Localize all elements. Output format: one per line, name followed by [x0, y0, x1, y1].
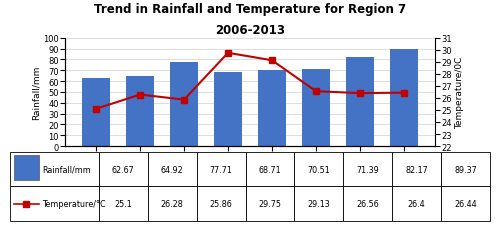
Text: 26.28: 26.28	[161, 199, 184, 208]
Text: 77.71: 77.71	[210, 165, 233, 174]
FancyBboxPatch shape	[246, 187, 294, 221]
Text: 29.75: 29.75	[258, 199, 281, 208]
FancyBboxPatch shape	[344, 187, 392, 221]
Text: Trend in Rainfall and Temperature for Region 7: Trend in Rainfall and Temperature for Re…	[94, 3, 406, 16]
Text: 70.51: 70.51	[308, 165, 330, 174]
FancyBboxPatch shape	[294, 152, 344, 187]
Text: Rainfall/mm: Rainfall/mm	[42, 165, 92, 174]
FancyBboxPatch shape	[148, 152, 196, 187]
Bar	[126, 76, 154, 146]
FancyBboxPatch shape	[392, 187, 441, 221]
FancyBboxPatch shape	[246, 152, 294, 187]
Bar	[258, 70, 286, 146]
Text: 82.17: 82.17	[406, 165, 428, 174]
Text: 71.39: 71.39	[356, 165, 379, 174]
FancyBboxPatch shape	[14, 155, 38, 180]
FancyBboxPatch shape	[441, 187, 490, 221]
FancyBboxPatch shape	[196, 152, 246, 187]
Text: 25.1: 25.1	[114, 199, 132, 208]
Text: 25.86: 25.86	[210, 199, 233, 208]
Bar	[302, 69, 330, 146]
Text: 2006-2013: 2006-2013	[215, 24, 285, 37]
Text: 89.37: 89.37	[454, 165, 477, 174]
Text: 64.92: 64.92	[161, 165, 184, 174]
FancyBboxPatch shape	[392, 152, 441, 187]
Text: 29.13: 29.13	[308, 199, 330, 208]
Text: 26.44: 26.44	[454, 199, 477, 208]
Bar	[214, 72, 242, 146]
Bar	[346, 58, 374, 146]
Text: 26.4: 26.4	[408, 199, 426, 208]
FancyBboxPatch shape	[294, 187, 344, 221]
FancyBboxPatch shape	[344, 152, 392, 187]
Y-axis label: Temperature/0C: Temperature/0C	[454, 57, 464, 128]
FancyBboxPatch shape	[99, 187, 148, 221]
FancyBboxPatch shape	[148, 187, 196, 221]
Y-axis label: Rainfall/mm: Rainfall/mm	[31, 65, 40, 120]
FancyBboxPatch shape	[10, 152, 99, 187]
Bar	[170, 63, 198, 146]
Text: 68.71: 68.71	[258, 165, 281, 174]
Text: Temperature/°C: Temperature/°C	[42, 199, 106, 208]
Bar	[390, 50, 418, 146]
FancyBboxPatch shape	[10, 187, 99, 221]
Bar	[82, 79, 110, 146]
FancyBboxPatch shape	[196, 187, 246, 221]
FancyBboxPatch shape	[441, 152, 490, 187]
FancyBboxPatch shape	[99, 152, 148, 187]
Text: 26.56: 26.56	[356, 199, 379, 208]
Text: 62.67: 62.67	[112, 165, 134, 174]
